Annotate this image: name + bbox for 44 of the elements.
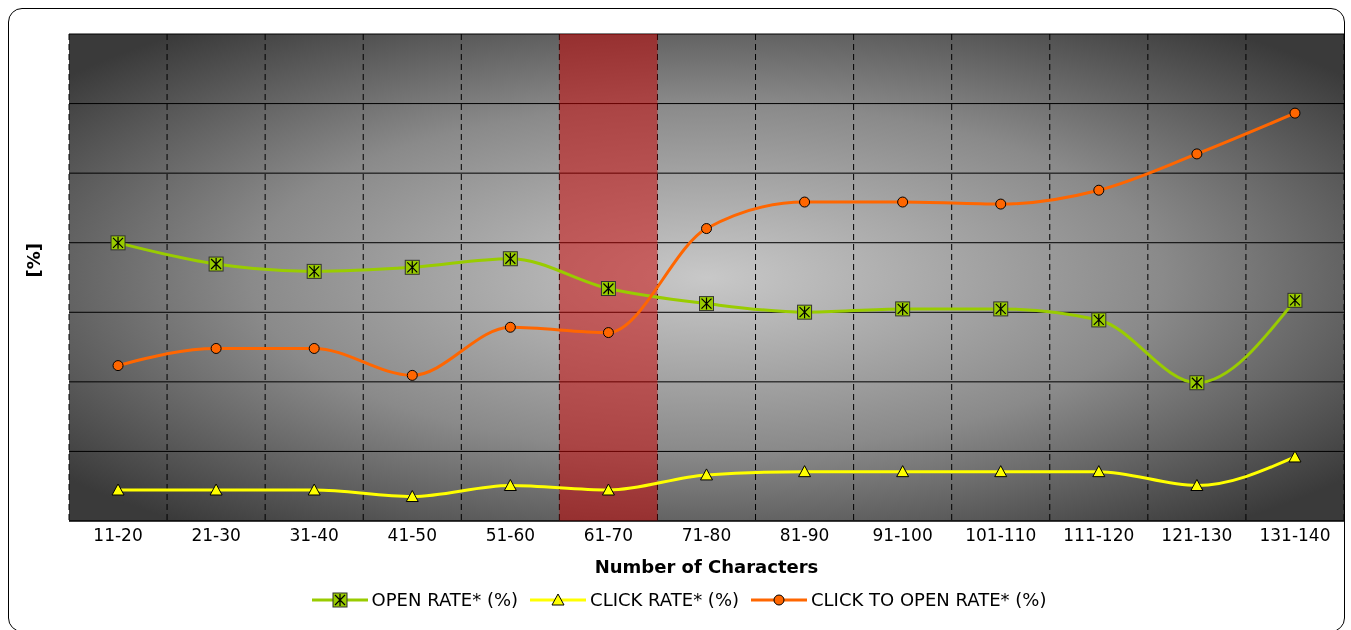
point bbox=[406, 369, 418, 381]
point bbox=[994, 465, 1008, 478]
point bbox=[896, 465, 910, 478]
point bbox=[701, 223, 712, 235]
point bbox=[504, 321, 516, 333]
point bbox=[601, 483, 615, 496]
point bbox=[307, 483, 321, 496]
point bbox=[1093, 184, 1105, 196]
y-axis-title: [%] bbox=[23, 243, 45, 278]
x-tick-label: 121-130 bbox=[1161, 525, 1233, 546]
x-tick-label: 51-60 bbox=[485, 525, 536, 546]
legend-label: CLICK TO OPEN RATE* (%) bbox=[811, 589, 1047, 610]
point bbox=[209, 483, 223, 496]
point bbox=[995, 198, 1007, 210]
point bbox=[1190, 479, 1204, 492]
x-tick-label: 41-50 bbox=[387, 525, 437, 546]
x-tick-label: 21-30 bbox=[191, 525, 241, 546]
x-tick-label: 131-140 bbox=[1259, 525, 1331, 546]
x-tick-label: 71-80 bbox=[681, 525, 732, 546]
x-tick-label: 101-110 bbox=[965, 525, 1037, 546]
x-axis-title: Number of Characters bbox=[594, 556, 819, 577]
point bbox=[602, 327, 614, 339]
point bbox=[799, 196, 811, 208]
point bbox=[700, 468, 713, 481]
point bbox=[111, 483, 125, 496]
point bbox=[1288, 450, 1302, 463]
x-tick-label: 11-20 bbox=[93, 525, 143, 546]
point bbox=[503, 479, 517, 492]
point bbox=[1289, 107, 1301, 119]
x-tick-label: 111-120 bbox=[1063, 525, 1135, 546]
x-tick-label: 81-90 bbox=[779, 525, 830, 546]
point bbox=[897, 196, 909, 208]
legend-label: OPEN RATE* (%) bbox=[371, 589, 519, 610]
point bbox=[112, 360, 124, 372]
point bbox=[308, 342, 320, 354]
point bbox=[405, 490, 419, 503]
x-tick-label: 31-40 bbox=[289, 525, 339, 546]
point bbox=[210, 342, 222, 354]
legend-label: CLICK RATE* (%) bbox=[590, 589, 740, 610]
point bbox=[1191, 148, 1203, 160]
point bbox=[1092, 465, 1106, 478]
x-tick-label: 91-100 bbox=[872, 525, 933, 546]
x-tick-label: 61-70 bbox=[583, 525, 634, 546]
point bbox=[798, 465, 812, 478]
